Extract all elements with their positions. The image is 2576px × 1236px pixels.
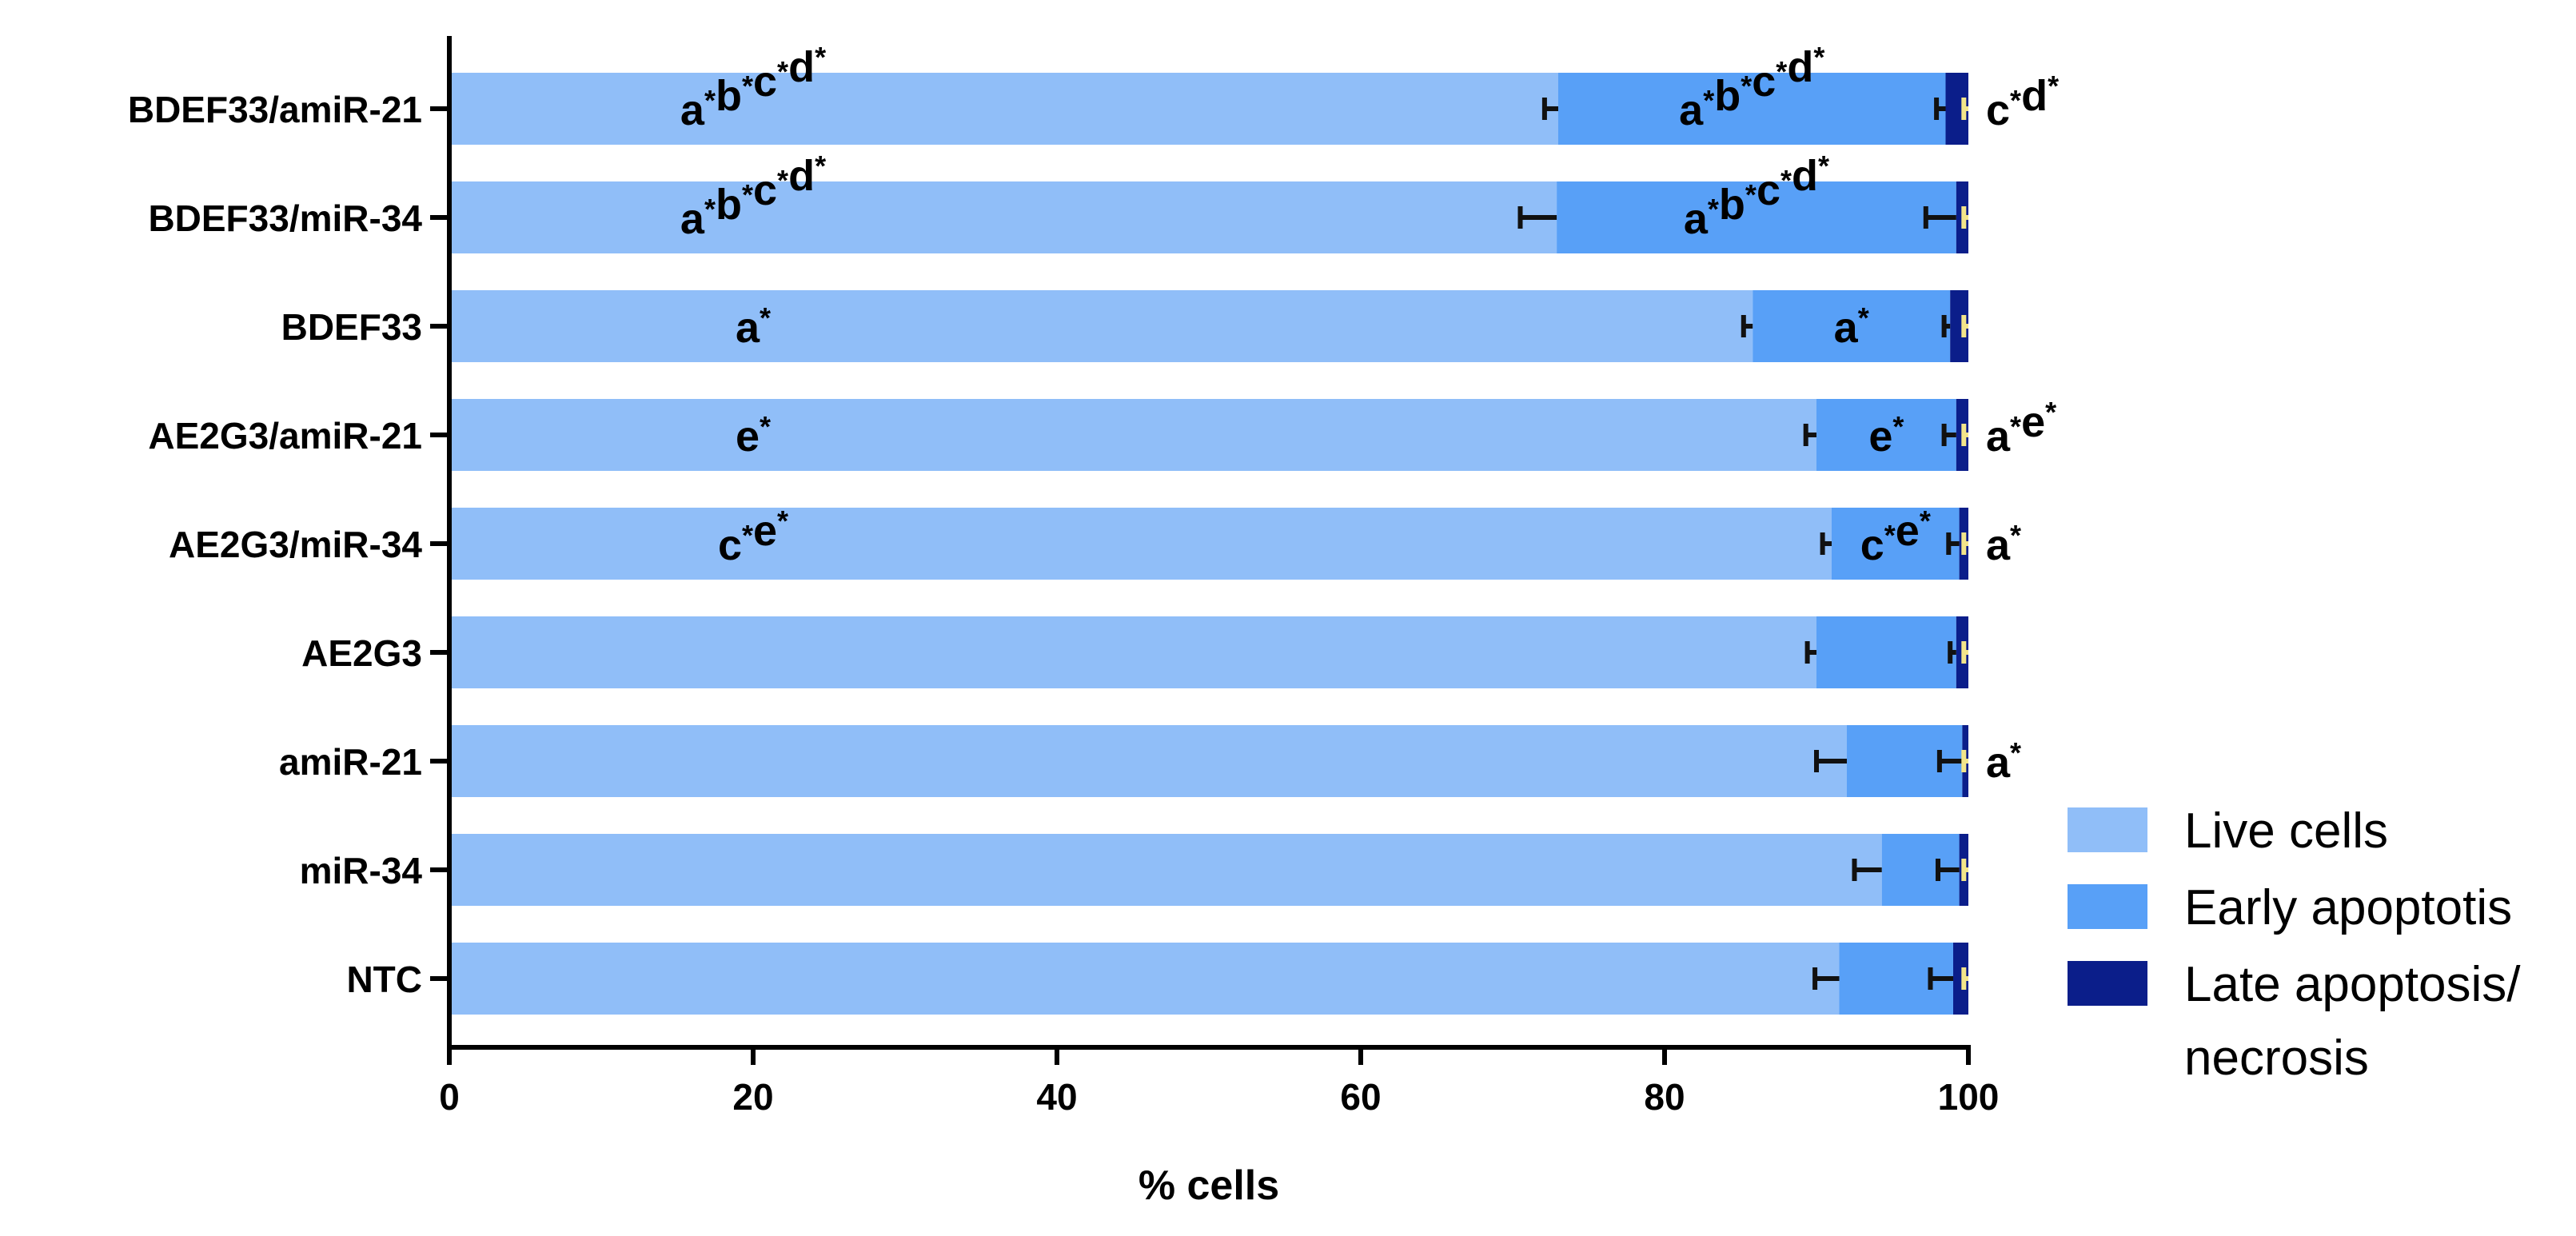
bar-segment	[1558, 73, 1946, 145]
y-tick-label: NTC	[346, 959, 422, 1000]
bar-segment	[449, 725, 1847, 797]
x-tick-label: 60	[1340, 1076, 1381, 1118]
legend-swatch	[2068, 961, 2147, 1006]
x-axis-title: % cells	[1138, 1162, 1279, 1209]
bar-segment	[449, 290, 1753, 362]
legend-label: Late apoptosis/necrosis	[2184, 957, 2521, 1086]
legend-swatch	[2068, 884, 2147, 929]
significance-label: a*e*	[1986, 396, 2056, 461]
y-tick-label: BDEF33/miR-34	[148, 197, 422, 239]
legend-swatch	[2068, 807, 2147, 852]
y-tick-label: miR-34	[300, 850, 423, 891]
y-tick-label: BDEF33/amiR-21	[128, 89, 422, 130]
x-tick-label: 40	[1036, 1076, 1077, 1118]
bar-segment	[1832, 508, 1960, 580]
bars-layer	[449, 73, 1968, 1015]
significance-label: c*e*	[1860, 504, 1931, 569]
axes: 0 20 40 60 80 100 BDEF33/amiR-21 BDEF33/miR-34 B…	[128, 36, 2000, 1118]
bar-segment	[449, 508, 1832, 580]
y-tick-label: AE2G3/amiR-21	[148, 415, 422, 457]
bar-segment	[449, 943, 1840, 1015]
bar-segment	[1753, 290, 1951, 362]
bar-segment	[1950, 290, 1968, 362]
significance-label: a*b*c*d*	[680, 150, 826, 243]
significance-label: e*	[1868, 410, 1904, 461]
significance-label: a*	[736, 301, 771, 352]
significance-annotations: a*b*c*d* a*b*c*d* c*d* a*b*c*d* a*b*c*d* a* a*…	[680, 41, 2059, 787]
significance-label: c*d*	[1986, 70, 2059, 134]
x-tick-label: 20	[732, 1076, 773, 1118]
y-tick-label: amiR-21	[279, 741, 422, 783]
significance-label: a*b*c*d*	[1679, 41, 1824, 134]
significance-label: a*b*c*d*	[1684, 150, 1829, 243]
bar-segment	[1816, 399, 1956, 471]
legend-label: Early apoptotis	[2184, 880, 2512, 935]
y-tick-label: BDEF33	[281, 306, 422, 348]
significance-label: c*e*	[718, 504, 788, 569]
y-tick-label: AE2G3/miR-34	[169, 524, 422, 565]
significance-label: a*	[1834, 301, 1869, 352]
legend: Live cells Early apoptotis Late apoptosis/…	[2068, 803, 2521, 1086]
x-tick-label: 100	[1938, 1076, 2000, 1118]
bar-segment	[449, 616, 1816, 688]
significance-label: e*	[736, 410, 771, 461]
significance-label: a*	[1986, 519, 2021, 569]
bar-segment	[449, 181, 1557, 253]
bar-segment	[1953, 943, 1968, 1015]
bar-segment	[1557, 181, 1956, 253]
x-tick-label: 0	[439, 1076, 460, 1118]
error-bars-layer	[1517, 98, 1968, 990]
y-tick-label: AE2G3	[301, 632, 422, 674]
x-tick-label: 80	[1644, 1076, 1685, 1118]
significance-label: a*	[1986, 736, 2021, 787]
bar-segment	[1816, 616, 1956, 688]
legend-label: Live cells	[2184, 803, 2388, 859]
significance-label: a*b*c*d*	[680, 41, 826, 134]
bar-segment	[449, 73, 1558, 145]
bar-segment	[449, 399, 1816, 471]
bar-segment	[449, 834, 1882, 906]
